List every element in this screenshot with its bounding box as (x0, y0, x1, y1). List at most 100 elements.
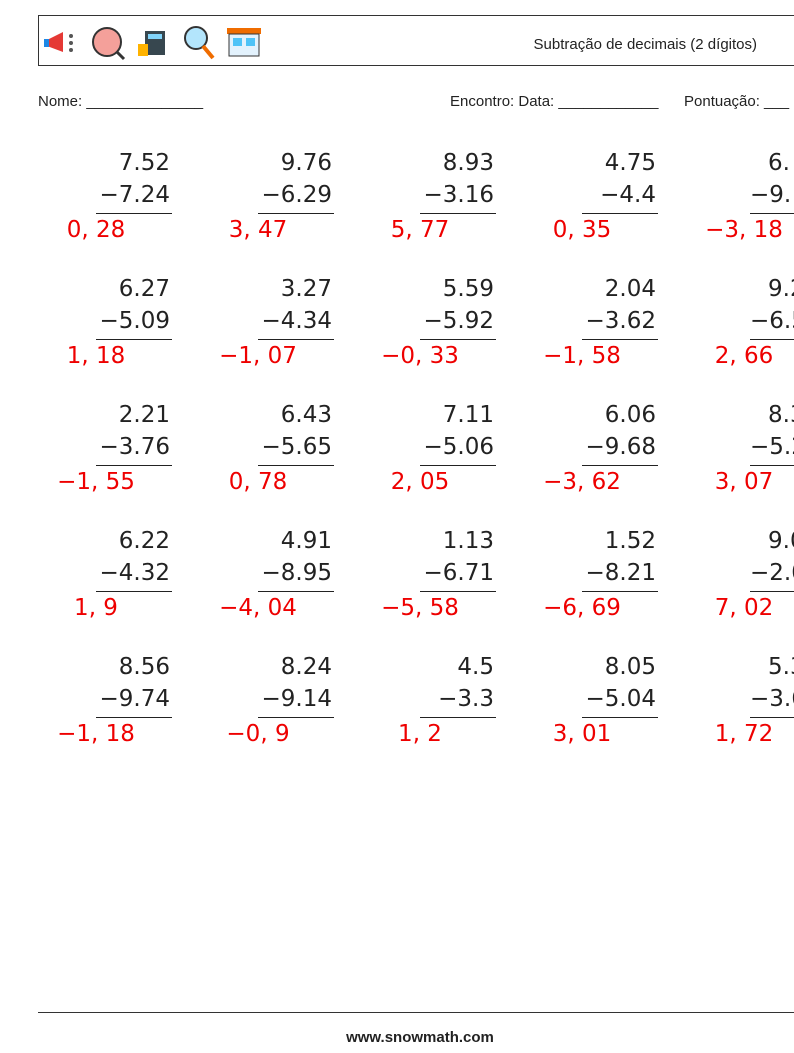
answer-line (420, 717, 496, 718)
subtrahend: −9. (750, 182, 792, 208)
answer-line (750, 591, 794, 592)
minuend: 7.11 (442, 402, 494, 428)
subtrahend: −6.71 (423, 560, 494, 586)
answer: 7, 02 (714, 595, 774, 621)
answer-line (420, 339, 496, 340)
answer-line (420, 591, 496, 592)
subtrahend: −4.34 (261, 308, 332, 334)
answer: −1, 18 (57, 721, 135, 747)
answer-line (258, 339, 334, 340)
subtrahend: −3.16 (423, 182, 494, 208)
minuend: 5.3 (768, 654, 794, 680)
answer: 5, 77 (390, 217, 450, 243)
answer: −1, 07 (219, 343, 297, 369)
answer-line (750, 213, 794, 214)
answer-line (582, 213, 658, 214)
minuend: 4.91 (280, 528, 332, 554)
answer: 2, 66 (714, 343, 774, 369)
subtrahend: −8.95 (261, 560, 332, 586)
minuend: 2.21 (118, 402, 170, 428)
answer-line (420, 213, 496, 214)
name-field: Nome: ______________ (38, 93, 204, 110)
subtrahend: −4.4 (600, 182, 656, 208)
subtrahend: −5.09 (99, 308, 170, 334)
minuend: 1.13 (442, 528, 494, 554)
footer-url: www.snowmath.com (346, 1029, 494, 1046)
subtrahend: −3.3 (438, 686, 494, 712)
subtrahend: −2.0 (750, 560, 794, 586)
subtrahend: −5.92 (423, 308, 494, 334)
answer-line (96, 465, 172, 466)
answer-line (96, 591, 172, 592)
answer: 0, 35 (552, 217, 612, 243)
minuend: 8.24 (280, 654, 332, 680)
answer: 1, 72 (714, 721, 774, 747)
minuend: 6.27 (118, 276, 170, 302)
score-field: Pontuação: ___ (684, 93, 790, 110)
subtrahend: −3.76 (99, 434, 170, 460)
subtrahend: −9.14 (261, 686, 332, 712)
answer-line (750, 465, 794, 466)
answer-line (582, 339, 658, 340)
answer: 3, 07 (714, 469, 774, 495)
answer: −0, 9 (226, 721, 290, 747)
subtrahend: −9.68 (585, 434, 656, 460)
minuend: 7.52 (118, 150, 170, 176)
answer-line (420, 465, 496, 466)
minuend: 6.06 (604, 402, 656, 428)
minuend: 4.5 (457, 654, 494, 680)
minuend: 6.22 (118, 528, 170, 554)
subtrahend: −3.6 (750, 686, 794, 712)
worksheet-title: Subtração de decimais (2 dígitos) (533, 36, 757, 53)
subtrahend: −9.74 (99, 686, 170, 712)
minuend: 8.56 (118, 654, 170, 680)
subtrahend: −5.06 (423, 434, 494, 460)
answer: −1, 55 (57, 469, 135, 495)
header-box (38, 15, 794, 66)
minuend: 6.43 (280, 402, 332, 428)
answer-line (96, 213, 172, 214)
answer-line (582, 591, 658, 592)
answer: −3, 18 (705, 217, 783, 243)
answer-line (258, 717, 334, 718)
subtrahend: −6.5 (750, 308, 794, 334)
answer-line (258, 213, 334, 214)
answer-line (582, 717, 658, 718)
minuend: 1.52 (604, 528, 656, 554)
answer-line (750, 717, 794, 718)
answer: −5, 58 (381, 595, 459, 621)
subtrahend: −5.2 (750, 434, 794, 460)
answer: 1, 18 (66, 343, 126, 369)
minuend: 5.59 (442, 276, 494, 302)
subtrahend: −5.65 (261, 434, 332, 460)
subtrahend: −7.24 (99, 182, 170, 208)
answer: 2, 05 (390, 469, 450, 495)
answer: −4, 04 (219, 595, 297, 621)
answer: 1, 2 (398, 721, 442, 747)
subtrahend: −4.32 (99, 560, 170, 586)
subtrahend: −6.29 (261, 182, 332, 208)
answer-line (258, 591, 334, 592)
answer-line (582, 465, 658, 466)
minuend: 8.93 (442, 150, 494, 176)
answer: −6, 69 (543, 595, 621, 621)
answer-line (96, 717, 172, 718)
minuend: 9.2 (768, 276, 794, 302)
minuend: 8.3 (768, 402, 794, 428)
answer: 0, 78 (228, 469, 288, 495)
answer: −1, 58 (543, 343, 621, 369)
date-field: Encontro: Data: ____________ (450, 93, 659, 110)
minuend: 8.05 (604, 654, 656, 680)
minuend: 9.0 (768, 528, 794, 554)
minuend: 6. (768, 150, 790, 176)
answer: 1, 9 (74, 595, 118, 621)
answer: 3, 47 (228, 217, 288, 243)
answer: −0, 33 (381, 343, 459, 369)
footer-rule (38, 1012, 794, 1013)
subtrahend: −8.21 (585, 560, 656, 586)
answer-line (96, 339, 172, 340)
answer-line (750, 339, 794, 340)
answer: 0, 28 (66, 217, 126, 243)
header-icons (44, 26, 261, 61)
